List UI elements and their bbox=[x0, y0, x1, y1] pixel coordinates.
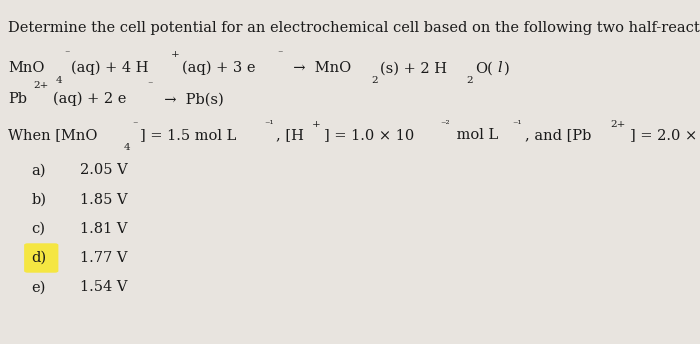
Text: ⁻¹: ⁻¹ bbox=[512, 120, 522, 129]
Text: MnO: MnO bbox=[8, 61, 45, 75]
Text: ] = 1.5 mol L: ] = 1.5 mol L bbox=[139, 128, 236, 142]
Text: 2: 2 bbox=[466, 76, 473, 85]
Text: , and [Pb: , and [Pb bbox=[524, 128, 591, 142]
Text: a): a) bbox=[32, 163, 46, 177]
Text: (s) + 2 H: (s) + 2 H bbox=[379, 61, 447, 75]
Text: (aq) + 2 e: (aq) + 2 e bbox=[52, 92, 126, 106]
Text: 1.54 V: 1.54 V bbox=[80, 280, 128, 294]
Text: 2+: 2+ bbox=[33, 81, 48, 90]
Text: 4: 4 bbox=[55, 76, 62, 85]
FancyBboxPatch shape bbox=[24, 243, 58, 273]
Text: (aq) + 4 H: (aq) + 4 H bbox=[71, 61, 148, 75]
Text: 4: 4 bbox=[124, 143, 130, 152]
Text: ⁻: ⁻ bbox=[148, 81, 153, 90]
Text: 2: 2 bbox=[371, 76, 378, 85]
Text: O(: O( bbox=[475, 61, 492, 75]
Text: ⁻: ⁻ bbox=[64, 50, 69, 59]
Text: +: + bbox=[171, 50, 180, 59]
Text: Determine the cell potential for an electrochemical cell based on the following : Determine the cell potential for an elec… bbox=[8, 21, 700, 35]
Text: +: + bbox=[312, 120, 321, 129]
Text: d): d) bbox=[32, 251, 47, 265]
Text: When [MnO: When [MnO bbox=[8, 128, 98, 142]
Text: →  MnO: → MnO bbox=[284, 61, 351, 75]
Text: ): ) bbox=[503, 61, 510, 75]
Text: ] = 1.0 × 10: ] = 1.0 × 10 bbox=[323, 128, 414, 142]
Text: Pb: Pb bbox=[8, 92, 27, 106]
Text: mol L: mol L bbox=[452, 128, 498, 142]
Text: 1.81 V: 1.81 V bbox=[80, 222, 128, 236]
Text: c): c) bbox=[32, 222, 46, 236]
Text: 1.85 V: 1.85 V bbox=[80, 193, 128, 206]
Text: e): e) bbox=[32, 280, 46, 294]
Text: b): b) bbox=[32, 193, 46, 206]
Text: l: l bbox=[498, 61, 502, 75]
Text: ⁻¹: ⁻¹ bbox=[264, 120, 274, 129]
Text: ] = 2.0 × 10: ] = 2.0 × 10 bbox=[630, 128, 700, 142]
Text: ⁻: ⁻ bbox=[277, 50, 283, 59]
Text: 1.77 V: 1.77 V bbox=[80, 251, 128, 265]
Text: 2+: 2+ bbox=[610, 120, 626, 129]
Text: →  Pb(s): → Pb(s) bbox=[155, 92, 223, 106]
Text: , [H: , [H bbox=[276, 128, 304, 142]
Text: (aq) + 3 e: (aq) + 3 e bbox=[183, 61, 256, 75]
Text: 2.05 V: 2.05 V bbox=[80, 163, 128, 177]
Text: ⁻²: ⁻² bbox=[440, 120, 449, 129]
Text: ⁻: ⁻ bbox=[132, 120, 138, 129]
